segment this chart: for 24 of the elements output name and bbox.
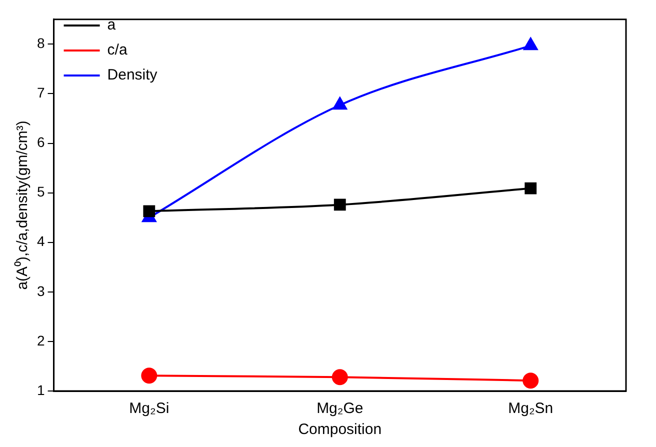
y-tick-label: 5 — [36, 184, 45, 200]
point — [334, 198, 346, 211]
x-tick-label: Mg₂Si — [129, 400, 170, 418]
point — [143, 205, 156, 218]
y-tick-label: 6 — [36, 134, 45, 150]
legend-label: c/a — [107, 42, 128, 59]
legend-label: Density — [107, 66, 158, 84]
point — [524, 38, 538, 50]
x-tick-label: Mg₂Ge — [316, 400, 364, 418]
x-axis-title: Composition — [298, 421, 382, 438]
y-tick-label: 3 — [36, 282, 45, 299]
y-tick-label: 4 — [36, 233, 45, 250]
y-tick-label: 7 — [36, 84, 45, 101]
y-tick-label: 8 — [36, 35, 45, 52]
point — [332, 97, 347, 110]
y-tick-label: 1 — [36, 382, 45, 398]
y-tick-label: 2 — [36, 332, 45, 348]
point — [524, 182, 537, 194]
point — [332, 369, 348, 386]
point — [522, 372, 539, 389]
legend-label: a — [107, 16, 116, 34]
y-axis-title: a(A⁰),c/a,density(gm/cm³) — [14, 120, 32, 290]
point — [141, 368, 158, 384]
x-tick-label: Mg₂Sn — [508, 400, 554, 418]
